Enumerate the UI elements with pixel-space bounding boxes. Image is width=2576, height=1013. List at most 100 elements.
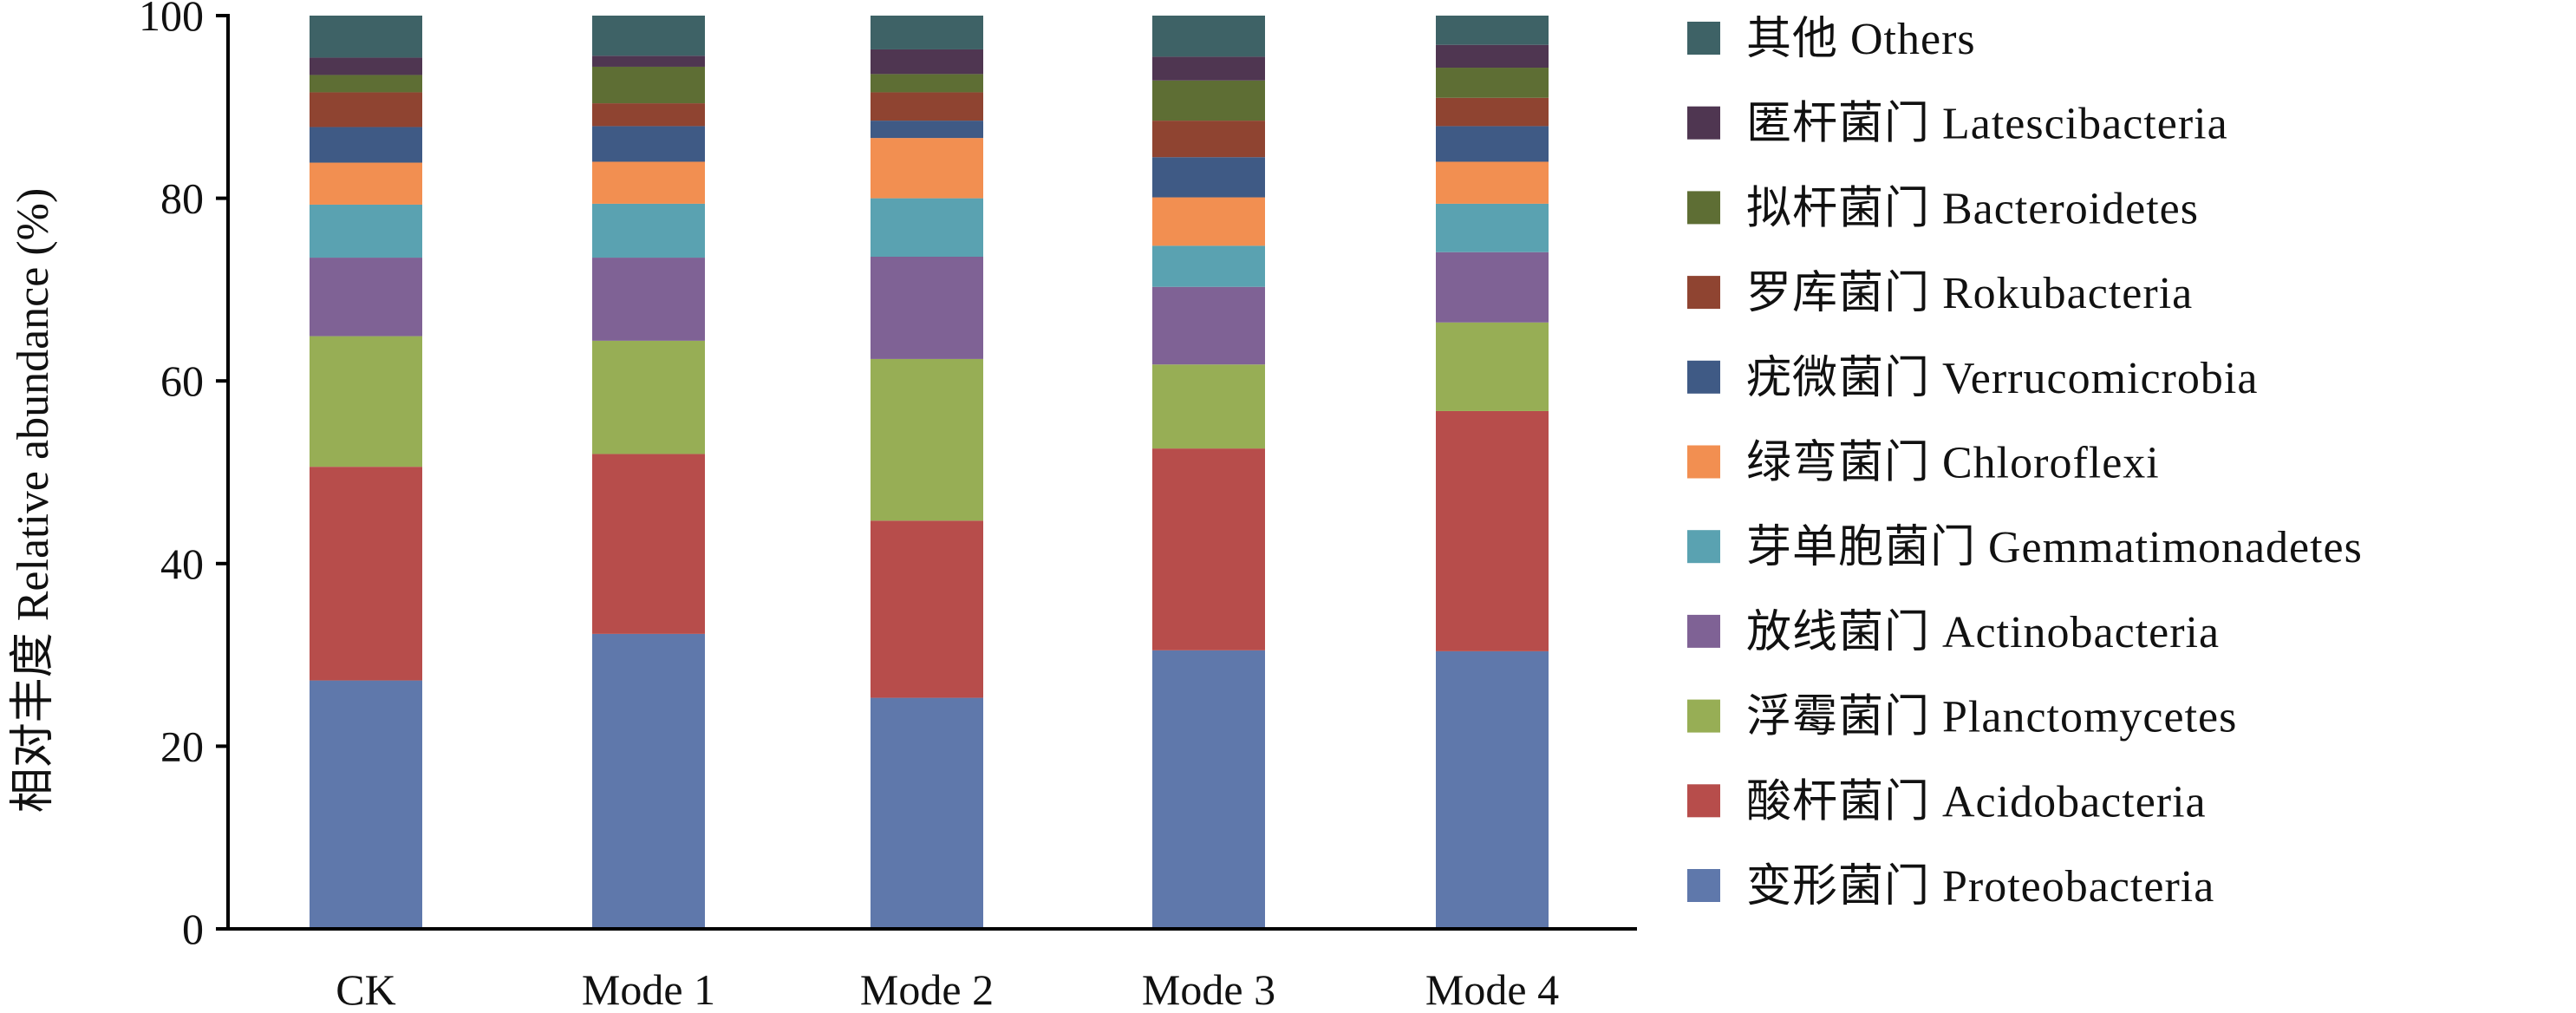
legend-item: 放线菌门 Actinobacteria — [1687, 608, 2220, 657]
bar-segment — [1152, 197, 1265, 246]
bar-segment — [592, 454, 705, 634]
y-tick-label: 100 — [139, 0, 204, 40]
legend-swatch — [1687, 614, 1720, 648]
bar-segment — [1152, 56, 1265, 81]
bar-segment — [310, 204, 422, 258]
bar-segment — [310, 336, 422, 467]
legend-swatch — [1687, 784, 1720, 818]
bar-segment — [871, 16, 983, 49]
legend-item: 绿弯菌门 Chloroflexi — [1687, 438, 2160, 488]
bar-segment — [1152, 448, 1265, 650]
legend-swatch — [1687, 276, 1720, 310]
bar-segment — [871, 198, 983, 257]
legend-item: 匿杆菌门 Latescibacteria — [1687, 100, 2228, 149]
bar-segment — [592, 340, 705, 454]
y-tick-label: 0 — [182, 905, 204, 953]
bar-stack — [1436, 16, 1549, 929]
x-tick-label: Mode 4 — [1425, 965, 1559, 1013]
legend-item: 疣微菌门 Verrucomicrobia — [1687, 354, 2258, 403]
bar-segment — [592, 56, 705, 67]
bar-segment — [592, 126, 705, 162]
bar-segment — [310, 680, 422, 929]
legend-item: 浮霉菌门 Planctomycetes — [1687, 693, 2237, 742]
bar-segment — [310, 258, 422, 337]
bar-segment — [1152, 16, 1265, 57]
bar-segment — [1436, 161, 1549, 204]
x-tick-label: Mode 2 — [860, 965, 994, 1013]
x-axis: CK Mode 1 Mode 2 Mode 3 Mode 4 — [226, 927, 1637, 1013]
y-tick-label: 20 — [160, 722, 204, 770]
bar-segment — [310, 127, 422, 163]
legend-label: 浮霉菌门 Planctomycetes — [1746, 693, 2237, 742]
legend-item: 芽单胞菌门 Gemmatimonadetes — [1687, 523, 2363, 572]
bar-segment — [592, 633, 705, 929]
bar-segment — [871, 358, 983, 521]
bar-segment — [1436, 322, 1549, 411]
y-axis-title: 相对丰度 Relative abundance (%) — [9, 188, 58, 814]
bar-segment — [592, 16, 705, 56]
y-tick-label: 40 — [160, 539, 204, 588]
bar-stack — [592, 16, 705, 929]
legend-label: 芽单胞菌门 Gemmatimonadetes — [1746, 523, 2363, 572]
bar-stack — [310, 16, 422, 929]
x-tick-label: CK — [336, 965, 395, 1013]
legend-item: 变形菌门 Proteobacteria — [1687, 862, 2214, 912]
bar-segment — [592, 161, 705, 204]
legend-item: 拟杆菌门 Bacteroidetes — [1687, 184, 2198, 233]
legend: 其他 Others 匿杆菌门 Latescibacteria 拟杆菌门 Bacter… — [1687, 15, 2363, 912]
legend-swatch — [1687, 445, 1720, 479]
bar-segment — [592, 103, 705, 127]
bar-segment — [1152, 121, 1265, 158]
legend-swatch — [1687, 360, 1720, 394]
bar-segment — [1436, 97, 1549, 127]
bar-segment — [310, 467, 422, 681]
y-tick-label: 80 — [160, 174, 204, 223]
bar-segment — [1152, 80, 1265, 121]
legend-label: 罗库菌门 Rokubacteria — [1746, 269, 2193, 318]
bar-segment — [871, 74, 983, 93]
x-tick-label: Mode 1 — [582, 965, 715, 1013]
bar-segment — [1152, 245, 1265, 287]
bar-segment — [310, 92, 422, 127]
bar-segment — [1436, 68, 1549, 98]
bar-segment — [871, 49, 983, 75]
bar-segment — [871, 138, 983, 199]
bar-segment — [1436, 44, 1549, 69]
legend-swatch — [1687, 191, 1720, 225]
legend-label: 疣微菌门 Verrucomicrobia — [1746, 354, 2258, 403]
legend-label: 绿弯菌门 Chloroflexi — [1746, 438, 2160, 488]
bar-segment — [1152, 364, 1265, 449]
plot-area — [310, 16, 1549, 929]
bar-segment — [871, 121, 983, 139]
legend-item: 罗库菌门 Rokubacteria — [1687, 269, 2193, 318]
bar-segment — [871, 520, 983, 698]
bar-stack — [1152, 16, 1265, 929]
bar-segment — [310, 57, 422, 75]
bar-segment — [1152, 286, 1265, 365]
legend-label: 其他 Others — [1746, 15, 1976, 64]
y-axis: 0 20 40 60 80 100 — [139, 0, 230, 953]
bar-segment — [1436, 650, 1549, 929]
legend-item: 酸杆菌门 Acidobacteria — [1687, 777, 2207, 827]
bar-segment — [871, 92, 983, 121]
bar-segment — [1152, 157, 1265, 198]
x-tick-label: Mode 3 — [1142, 965, 1275, 1013]
legend-label: 匿杆菌门 Latescibacteria — [1746, 100, 2228, 149]
bar-segment — [1436, 203, 1549, 252]
legend-swatch — [1687, 869, 1720, 902]
legend-item: 其他 Others — [1687, 15, 1976, 64]
bar-segment — [310, 75, 422, 93]
bar-segment — [592, 203, 705, 258]
legend-swatch — [1687, 22, 1720, 55]
legend-label: 放线菌门 Actinobacteria — [1746, 608, 2220, 657]
legend-label: 变形菌门 Proteobacteria — [1746, 862, 2214, 912]
bar-stack — [871, 16, 983, 929]
bar-segment — [1436, 410, 1549, 651]
bar-segment — [1152, 650, 1265, 929]
bar-segment — [871, 697, 983, 929]
bar-segment — [310, 162, 422, 205]
bar-segment — [1436, 252, 1549, 323]
bar-segment — [592, 66, 705, 104]
legend-label: 酸杆菌门 Acidobacteria — [1746, 777, 2207, 827]
